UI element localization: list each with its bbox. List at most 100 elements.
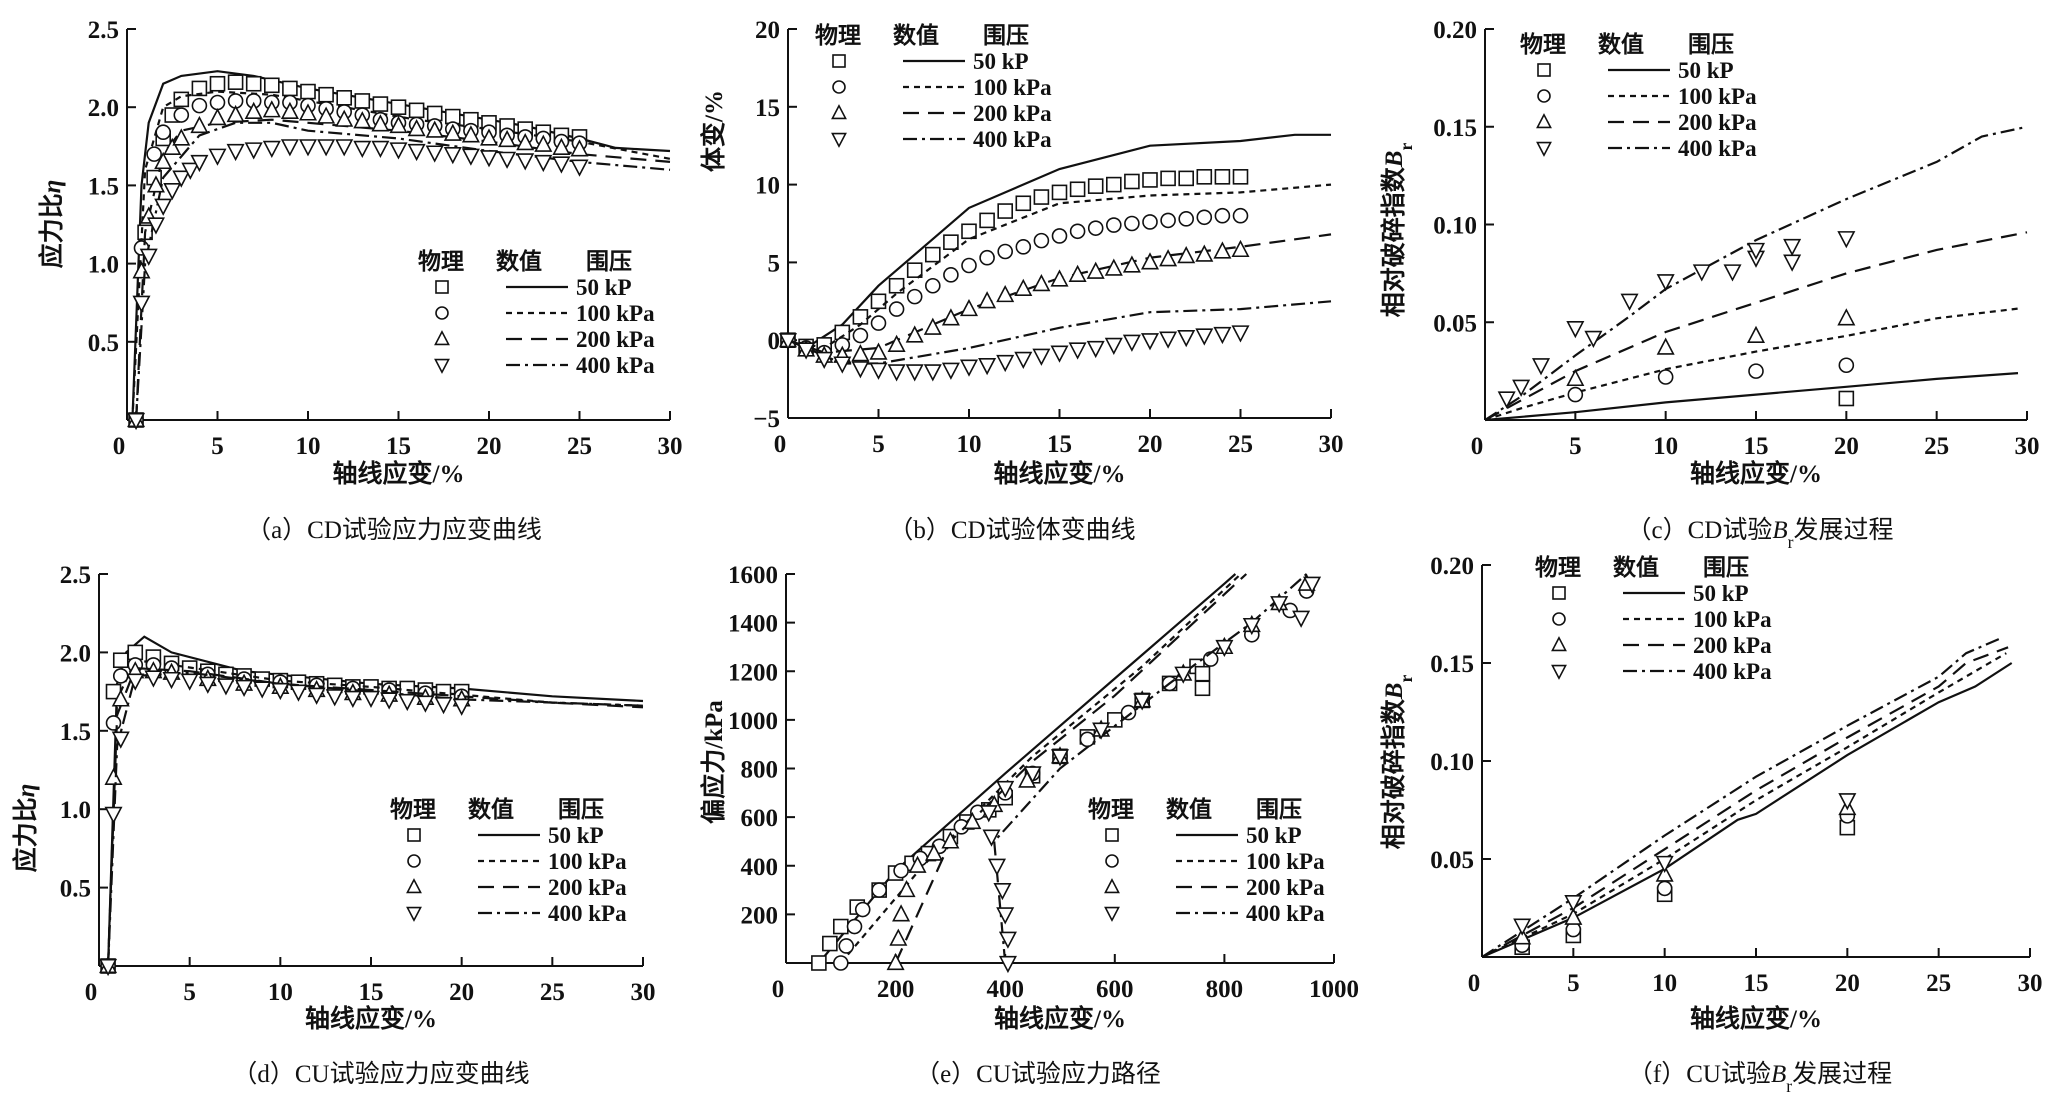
inverted-triangle-marker — [1292, 610, 1311, 628]
inverted-triangle-marker — [1050, 345, 1069, 363]
circle-marker — [846, 918, 863, 935]
inverted-triangle-marker — [434, 697, 453, 715]
inverted-triangle-marker — [443, 147, 462, 165]
y-tick-label: 0.5 — [60, 876, 91, 903]
inverted-triangle-marker — [498, 151, 517, 169]
legend-header: 数值 — [893, 22, 939, 48]
inverted-triangle-marker — [307, 687, 326, 705]
x-tick-label: 400 — [986, 976, 1024, 1003]
inverted-triangle-marker — [1195, 328, 1214, 346]
legend-label: 200 kPa — [1693, 633, 1772, 658]
x-tick-label: 600 — [1096, 976, 1134, 1003]
inverted-triangle-marker — [996, 780, 1015, 799]
square-marker — [822, 935, 838, 952]
y-tick-label: 0.05 — [1433, 310, 1477, 337]
y-tick-label: 2.0 — [60, 640, 91, 667]
inverted-triangle-marker — [1531, 358, 1551, 376]
inverted-triangle-marker — [815, 351, 834, 369]
inverted-triangle-marker — [407, 143, 426, 162]
inverted-triangle-marker — [235, 679, 254, 698]
inverted-triangle-marker — [534, 154, 553, 173]
triangle-marker — [905, 325, 924, 343]
triangle-marker — [1177, 246, 1196, 264]
x-tick-label: 10 — [1653, 433, 1678, 460]
circle-marker — [1105, 854, 1119, 868]
square-marker — [1232, 169, 1249, 185]
circle-marker — [838, 938, 855, 954]
x-tick-label: 10 — [268, 979, 293, 1006]
inverted-triangle-marker — [552, 156, 571, 174]
inverted-triangle-marker — [1270, 596, 1289, 614]
inverted-triangle-marker — [1497, 391, 1516, 409]
triangle-marker — [443, 123, 462, 141]
x-tick-label: 20 — [477, 433, 502, 460]
triangle-marker — [1655, 864, 1674, 882]
legend-label: 50 kP — [1693, 581, 1749, 606]
inverted-triangle-marker — [996, 354, 1015, 373]
simulation-line — [1484, 372, 2019, 422]
chart-panel-b: 0 5 10 15 20 25 30−505101520轴线应变/%体变/%（b）CD试验体… — [699, 17, 1344, 544]
legend-label: 200 kPa — [1246, 875, 1325, 900]
triangle-marker — [434, 330, 450, 346]
x-axis-label: 轴线应变/% — [1690, 1004, 1822, 1033]
x-tick-label: 5 — [1569, 433, 1582, 460]
legend-header: 数值 — [1166, 796, 1212, 822]
legend-header: 围压 — [1703, 555, 1749, 580]
inverted-triangle-marker — [226, 143, 245, 162]
x-tick-label: 0 — [113, 433, 126, 460]
inverted-triangle-marker — [1723, 264, 1742, 282]
inverted-triangle-marker — [1536, 141, 1552, 157]
inverted-triangle-marker — [979, 805, 998, 823]
inverted-triangle-marker — [1215, 639, 1234, 658]
series-3 — [1484, 125, 2028, 421]
triangle-marker — [941, 831, 960, 849]
chart-caption-part: （d）CU试验应力应变曲线 — [232, 1060, 529, 1088]
inverted-triangle-marker — [244, 142, 263, 160]
square-marker — [1194, 680, 1211, 697]
chart-caption: （b）CD试验体变曲线 — [888, 516, 1135, 544]
square-marker — [354, 93, 371, 109]
circle-marker — [1106, 217, 1122, 233]
triangle-marker — [479, 128, 499, 146]
legend-header: 围压 — [1256, 797, 1302, 822]
triangle-marker — [869, 342, 888, 360]
legend-header: 物理 — [418, 248, 464, 274]
inverted-triangle-marker — [1692, 264, 1711, 282]
legend-header: 围压 — [586, 249, 632, 274]
legend-label: 400 kPa — [1246, 901, 1325, 926]
x-axis-label: 轴线应变/% — [1690, 459, 1822, 488]
triangle-marker — [1656, 337, 1675, 355]
y-tick-label: 0.20 — [1433, 17, 1477, 44]
triangle-marker — [111, 689, 130, 707]
inverted-triangle-marker — [132, 295, 151, 313]
triangle-marker — [1104, 258, 1123, 276]
triangle-marker — [978, 291, 997, 309]
legend-label: 100 kPa — [1678, 84, 1757, 109]
triangle-marker — [996, 284, 1015, 303]
series-2 — [1481, 646, 2009, 958]
square-marker — [1838, 390, 1855, 407]
inverted-triangle-marker — [1566, 321, 1585, 339]
triangle-marker — [461, 125, 480, 143]
circle-marker — [924, 277, 941, 294]
triangle-marker — [146, 175, 165, 193]
legend-label: 400 kPa — [1693, 659, 1772, 684]
square-marker — [832, 54, 846, 68]
triangle-marker — [190, 115, 209, 134]
square-marker — [336, 90, 353, 106]
inverted-triangle-marker — [570, 159, 589, 177]
circle-marker — [1079, 731, 1096, 748]
square-marker — [390, 99, 407, 115]
inverted-triangle-marker — [389, 142, 408, 160]
y-tick-label: 2.5 — [60, 562, 91, 589]
chart-caption-part: B — [1772, 517, 1787, 544]
simulation-line — [131, 70, 671, 421]
inverted-triangle-marker — [262, 140, 281, 158]
square-marker — [263, 77, 280, 94]
circle-marker — [146, 146, 162, 162]
circle-marker — [997, 243, 1014, 260]
circle-marker — [1087, 220, 1104, 236]
series-1 — [780, 183, 1332, 361]
series-3 — [99, 670, 644, 977]
inverted-triangle-marker — [406, 906, 422, 922]
